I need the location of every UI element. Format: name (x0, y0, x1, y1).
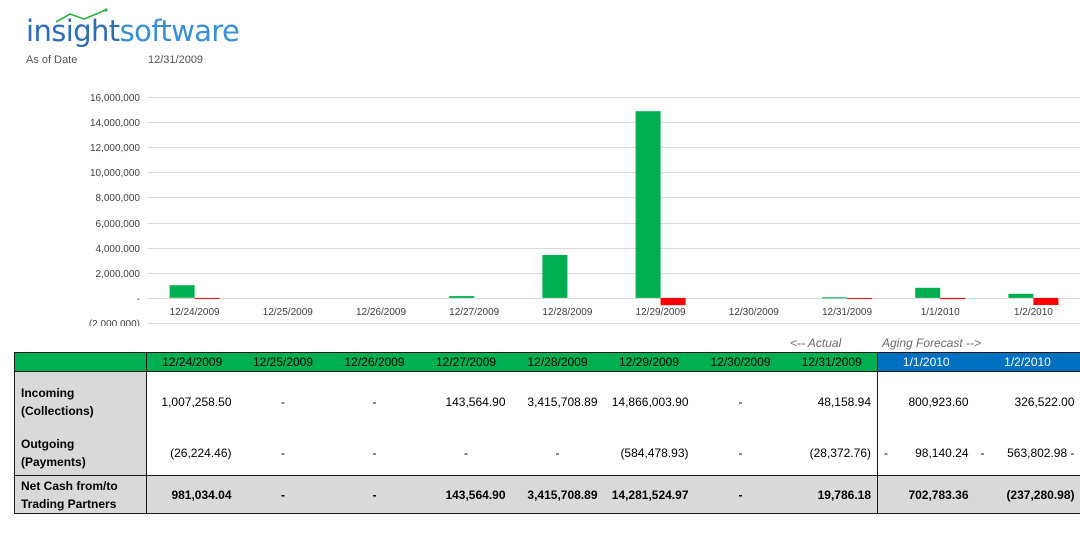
y-tick-label: 6,000,000 (96, 219, 141, 230)
col-header-forecast-date: 1/2/2010 (974, 352, 1080, 372)
as-of-date-value: 12/31/2009 (148, 54, 204, 66)
table-cell-value: 98,140.24 (915, 446, 969, 461)
col-header-date: 12/25/2009 (237, 352, 329, 372)
x-tick-label: 1/1/2010 (921, 307, 960, 318)
dash-prefix: - (884, 446, 888, 461)
y-tick-label: 16,000,000 (90, 93, 140, 104)
col-header-date: 12/27/2009 (420, 352, 512, 372)
x-tick-label: 12/31/2009 (822, 307, 872, 318)
table-cell: 48,158.94 (817, 394, 871, 409)
table-cell: - 98,140.24 (877, 431, 975, 476)
y-tick-label: 14,000,000 (90, 118, 140, 129)
y-tick-label: 10,000,000 (90, 168, 140, 179)
table-cell: - (555, 446, 560, 461)
x-tick-label: 12/27/2009 (449, 307, 499, 318)
table-row-incoming: Incoming (Collections) 1,007,258.50 - - … (14, 371, 1080, 432)
bar-outgoing (1033, 297, 1059, 305)
table-cell: - (372, 394, 377, 409)
y-tick-label: 12,000,000 (90, 143, 140, 154)
cash-flow-table: 12/24/2009 12/25/2009 12/26/2009 12/27/2… (14, 352, 1080, 514)
bar-outgoing (847, 297, 872, 299)
col-header-date: 12/26/2009 (328, 352, 421, 372)
y-tick-label: 2,000,000 (96, 269, 141, 280)
y-tick-label: 8,000,000 (96, 193, 141, 204)
col-header-date: 12/31/2009 (786, 352, 878, 372)
bar-incoming (822, 297, 847, 299)
table-row-outgoing: Outgoing (Payments) (26,224.46) - - - - … (14, 431, 1080, 476)
table-cell: 3,415,708.89 (527, 394, 598, 409)
row-label: Outgoing (Payments) (14, 431, 147, 476)
logo-text-software: software (119, 14, 240, 48)
table-cell: - (328, 475, 421, 514)
table-cell: - (237, 475, 329, 514)
bar-incoming (915, 287, 941, 298)
logo-text-insight: insight (26, 14, 120, 48)
header-label-cell (14, 352, 147, 372)
table-cell: 800,923.60 (877, 371, 975, 432)
table-cell: (584,478.93) (620, 446, 689, 461)
y-tick-label: (2,000,000) (89, 319, 140, 326)
table-cell: 14,866,003.90 (611, 394, 689, 409)
table-cell: - (281, 394, 285, 409)
bar-incoming (542, 255, 568, 298)
table-row-net: Net Cash from/to Trading Partners 981,03… (14, 475, 1080, 514)
table-cell: - (738, 394, 743, 409)
cash-flow-bar-chart: 16,000,000 14,000,000 12,000,000 10,000,000… (89, 93, 1080, 326)
x-tick-label: 12/25/2009 (263, 307, 313, 318)
actual-note: <-- Actual (790, 336, 842, 350)
y-tick-label: 4,000,000 (96, 244, 141, 255)
bar-incoming (449, 296, 475, 298)
x-tick-label: 12/29/2009 (636, 307, 686, 318)
bar-outgoing (660, 297, 686, 306)
table-cell: 143,564.90 (445, 394, 506, 409)
table-cell: 143,564.90 (420, 475, 512, 514)
x-tick-label: 1/2/2010 (1014, 307, 1053, 318)
table-cell: 981,034.04 (146, 475, 238, 514)
table-cell: (237,280.98) (974, 475, 1080, 514)
x-tick-label: 12/24/2009 (170, 307, 220, 318)
table-cell: - (694, 475, 787, 514)
table-cell: -563,802.98 - (980, 446, 1075, 461)
table-cell: - (281, 446, 285, 461)
as-of-date-label: As of Date (26, 54, 78, 66)
bar-incoming (1008, 293, 1034, 298)
col-header-date: 12/24/2009 (146, 352, 238, 372)
table-cell: - (464, 446, 468, 461)
table-cell: 19,786.18 (786, 475, 878, 514)
table-header-row: 12/24/2009 12/25/2009 12/26/2009 12/27/2… (14, 352, 1080, 372)
x-tick-label: 12/30/2009 (729, 307, 779, 318)
logo-trend-icon (55, 8, 108, 23)
table-cell: 3,415,708.89 (511, 475, 604, 514)
col-header-date: 12/28/2009 (511, 352, 604, 372)
bar-incoming (635, 111, 661, 298)
bar-incoming (169, 285, 195, 298)
row-label: Net Cash from/to Trading Partners (14, 475, 147, 514)
table-cell: 326,522.00 (1014, 394, 1075, 409)
table-cell: 1,007,258.50 (161, 394, 232, 409)
bar-outgoing (194, 297, 220, 299)
col-header-date: 12/29/2009 (603, 352, 695, 372)
bar-outgoing (940, 297, 966, 300)
forecast-note: Aging Forecast --> (882, 336, 982, 350)
x-tick-label: 12/26/2009 (356, 307, 406, 318)
table-cell: (26,224.46) (170, 446, 232, 461)
col-header-date: 12/30/2009 (694, 352, 787, 372)
table-cell: - (738, 446, 743, 461)
table-cell: 14,281,524.97 (603, 475, 695, 514)
x-tick-label: 12/28/2009 (542, 307, 592, 318)
table-cell-value: 563,802.98 (1007, 446, 1068, 461)
table-cell: - (372, 446, 377, 461)
row-label: Incoming (Collections) (14, 371, 147, 432)
dash-prefix: - (980, 446, 985, 461)
table-cell: 702,783.36 (877, 475, 975, 514)
col-header-forecast-date: 1/1/2010 (877, 352, 975, 372)
table-cell: (28,372.76) (809, 446, 871, 461)
y-tick-label: - (137, 294, 140, 305)
